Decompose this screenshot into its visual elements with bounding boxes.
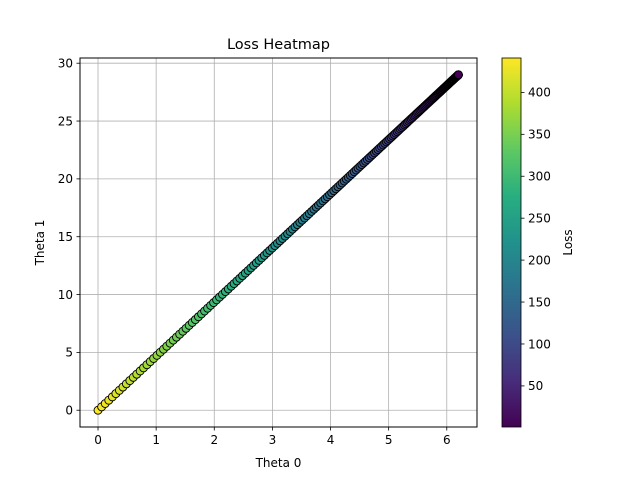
colorbar-tick-label: 200 bbox=[528, 253, 551, 267]
x-axis-label: Theta 0 bbox=[255, 456, 302, 470]
colorbar-tick-label: 150 bbox=[528, 295, 551, 309]
colorbar-tick-label: 100 bbox=[528, 337, 551, 351]
y-tick-label: 0 bbox=[65, 404, 73, 418]
colorbar-label: Loss bbox=[561, 229, 575, 255]
y-axis-ticks: 0 5 10 15 20 25 30 bbox=[58, 57, 80, 418]
plot-frame bbox=[79, 57, 478, 428]
colorbar bbox=[501, 57, 522, 428]
y-tick-label: 5 bbox=[65, 346, 73, 360]
y-axis-label: Theta 1 bbox=[33, 220, 47, 267]
y-tick-label: 10 bbox=[58, 288, 73, 302]
y-tick-label: 15 bbox=[58, 230, 73, 244]
colorbar-tick-label: 300 bbox=[528, 170, 551, 184]
colorbar-tick-label: 250 bbox=[528, 211, 551, 225]
scatter-points bbox=[93, 70, 463, 415]
colorbar-tick-label: 50 bbox=[528, 379, 543, 393]
x-tick-label: 5 bbox=[385, 433, 393, 447]
y-tick-label: 30 bbox=[58, 57, 73, 71]
colorbar-tick-label: 350 bbox=[528, 128, 551, 142]
y-tick-label: 20 bbox=[58, 172, 73, 186]
x-tick-label: 0 bbox=[94, 433, 102, 447]
x-tick-label: 2 bbox=[210, 433, 218, 447]
x-tick-label: 6 bbox=[443, 433, 451, 447]
colorbar-tick-label: 400 bbox=[528, 86, 551, 100]
x-axis-ticks: 0 1 2 3 4 5 6 bbox=[94, 427, 451, 447]
scatter-point bbox=[453, 70, 463, 80]
y-tick-label: 25 bbox=[58, 114, 73, 128]
x-tick-label: 1 bbox=[152, 433, 160, 447]
colorbar-ticks: 50 100 150 200 250 300 350 400 bbox=[521, 86, 551, 393]
chart-title: Loss Heatmap bbox=[227, 37, 330, 53]
x-tick-label: 4 bbox=[327, 433, 335, 447]
x-tick-label: 3 bbox=[269, 433, 277, 447]
